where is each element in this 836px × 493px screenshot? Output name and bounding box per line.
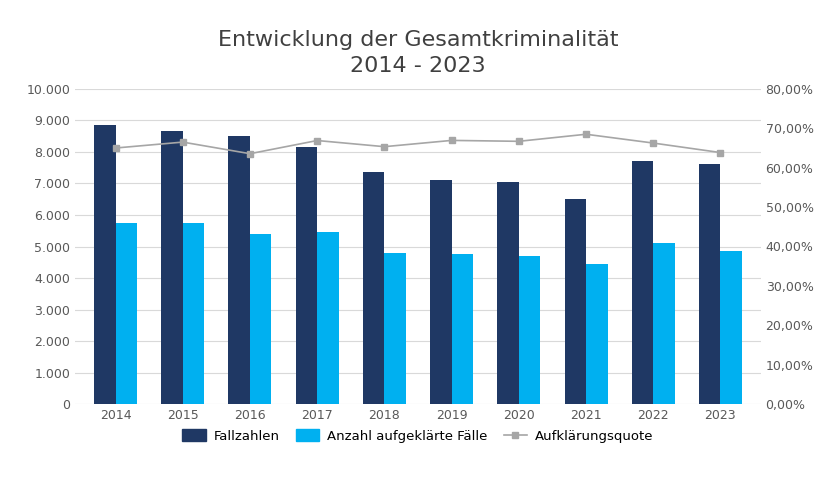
Bar — [94, 125, 115, 404]
Bar — [451, 254, 473, 404]
Bar — [586, 264, 608, 404]
Line: Aufklärungsquote: Aufklärungsquote — [112, 131, 724, 157]
Aufklärungsquote — [380, 144, 390, 150]
Aufklärungsquote — [581, 131, 591, 137]
Bar — [653, 244, 675, 404]
Aufklärungsquote — [312, 138, 322, 143]
Aufklärungsquote — [178, 139, 188, 145]
Bar — [363, 173, 385, 404]
Aufklärungsquote — [446, 138, 456, 143]
Legend: Fallzahlen, Anzahl aufgeklärte Fälle, Aufklärungsquote: Fallzahlen, Anzahl aufgeklärte Fälle, Au… — [177, 424, 659, 448]
Aufklärungsquote — [514, 139, 524, 144]
Bar — [228, 136, 250, 404]
Bar — [115, 223, 137, 404]
Bar — [296, 147, 317, 404]
Bar — [430, 180, 451, 404]
Bar — [250, 234, 272, 404]
Bar — [183, 223, 204, 404]
Bar — [519, 256, 540, 404]
Aufklärungsquote — [648, 140, 658, 146]
Aufklärungsquote — [110, 145, 120, 151]
Bar — [317, 232, 339, 404]
Bar — [385, 253, 406, 404]
Bar — [632, 161, 653, 404]
Bar — [699, 165, 721, 404]
Bar — [721, 251, 742, 404]
Bar — [497, 182, 519, 404]
Bar — [564, 199, 586, 404]
Aufklärungsquote — [716, 149, 726, 155]
Aufklärungsquote — [245, 151, 255, 157]
Bar — [161, 131, 183, 404]
Title: Entwicklung der Gesamtkriminalität
2014 - 2023: Entwicklung der Gesamtkriminalität 2014 … — [217, 30, 619, 76]
